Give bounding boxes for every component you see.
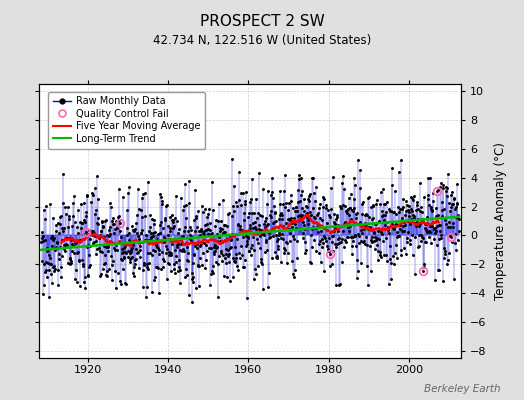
Text: 42.734 N, 122.516 W (United States): 42.734 N, 122.516 W (United States) bbox=[153, 34, 371, 47]
Text: PROSPECT 2 SW: PROSPECT 2 SW bbox=[200, 14, 324, 29]
Y-axis label: Temperature Anomaly (°C): Temperature Anomaly (°C) bbox=[494, 142, 507, 300]
Legend: Raw Monthly Data, Quality Control Fail, Five Year Moving Average, Long-Term Tren: Raw Monthly Data, Quality Control Fail, … bbox=[48, 92, 205, 149]
Text: Berkeley Earth: Berkeley Earth bbox=[424, 384, 500, 394]
